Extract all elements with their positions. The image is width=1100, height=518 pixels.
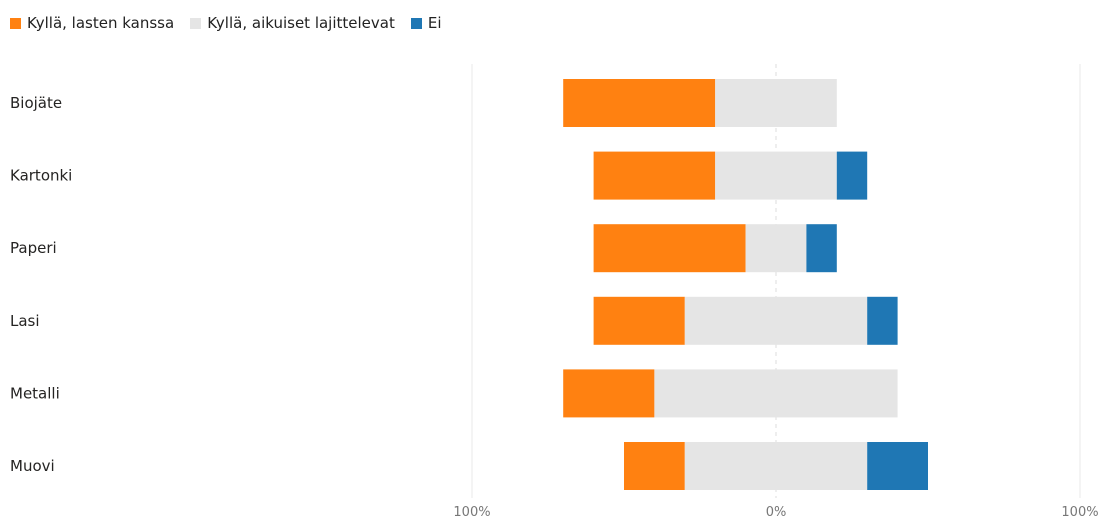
bar-aikuiset-2[interactable] <box>745 224 807 273</box>
legend-swatch-gray <box>190 17 202 29</box>
bar-ei-2[interactable] <box>806 224 837 273</box>
x-tick-label: 100% <box>1061 505 1098 518</box>
legend: Kyllä, lasten kanssa Kyllä, aikuiset laj… <box>10 12 442 34</box>
bar-lasten-kanssa-2[interactable] <box>593 224 746 273</box>
bar-aikuiset-4[interactable] <box>654 369 898 418</box>
category-label: Lasi <box>10 312 40 330</box>
category-label: Paperi <box>10 239 57 257</box>
legend-label: Kyllä, aikuiset lajittelevat <box>207 14 395 32</box>
bar-lasten-kanssa-5[interactable] <box>624 442 685 490</box>
bar-ei-3[interactable] <box>867 296 898 345</box>
bar-lasten-kanssa-1[interactable] <box>593 151 716 200</box>
bar-lasten-kanssa-4[interactable] <box>563 369 655 418</box>
bar-ei-1[interactable] <box>836 151 868 200</box>
bar-aikuiset-0[interactable] <box>715 79 837 127</box>
category-label: Biojäte <box>10 94 62 112</box>
legend-item-aikuiset[interactable]: Kyllä, aikuiset lajittelevat <box>190 14 395 32</box>
bar-aikuiset-3[interactable] <box>684 296 868 345</box>
category-label: Muovi <box>10 457 55 475</box>
bar-aikuiset-5[interactable] <box>684 442 868 490</box>
x-tick-label: 100% <box>453 505 490 518</box>
legend-swatch-orange <box>10 17 21 29</box>
bar-ei-5[interactable] <box>867 442 928 490</box>
bar-lasten-kanssa-0[interactable] <box>563 79 716 127</box>
category-label: Kartonki <box>10 167 72 185</box>
legend-item-lasten-kanssa[interactable]: Kyllä, lasten kanssa <box>10 14 174 32</box>
x-tick-label: 0% <box>766 505 787 518</box>
bar-aikuiset-1[interactable] <box>715 151 837 200</box>
legend-item-ei[interactable]: Ei <box>410 14 442 32</box>
legend-label: Kyllä, lasten kanssa <box>27 14 175 32</box>
legend-swatch-blue <box>410 17 422 29</box>
bar-lasten-kanssa-3[interactable] <box>593 296 685 345</box>
legend-label: Ei <box>427 14 442 32</box>
category-label: Metalli <box>10 384 60 402</box>
